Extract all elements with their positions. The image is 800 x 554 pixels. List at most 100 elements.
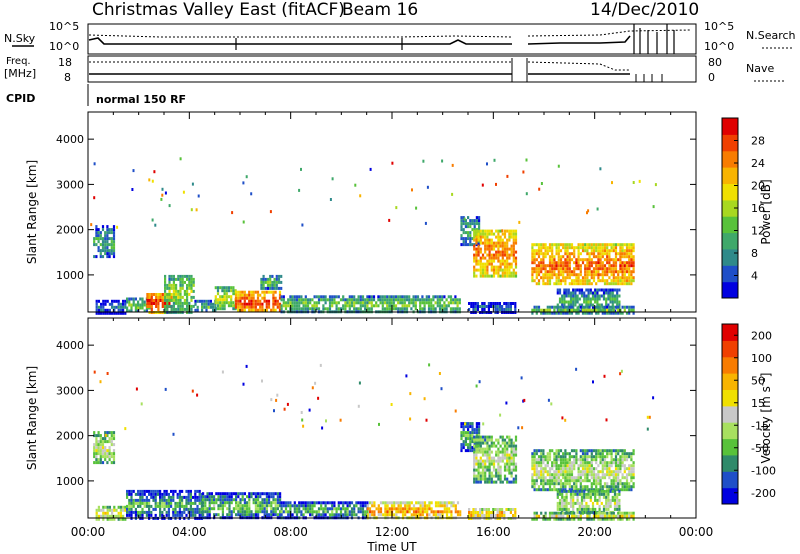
power-cell-11 <box>506 253 509 257</box>
velocity-cell-9 <box>557 470 560 474</box>
power-speck <box>501 229 504 233</box>
velocity-cell-3 <box>217 492 220 496</box>
velocity-cell-10 <box>561 495 564 499</box>
velocity-cell-2 <box>145 510 148 514</box>
velocity-cell-7 <box>481 474 485 478</box>
velocity-cell-4 <box>309 501 312 505</box>
power-cell-1 <box>95 308 98 312</box>
power-cell-3 <box>170 293 173 296</box>
power-cell-11 <box>508 247 511 251</box>
power-cell-13 <box>555 243 558 247</box>
velocity-cell-0 <box>95 446 98 450</box>
power-cell-4 <box>170 307 173 311</box>
velocity-cell-3 <box>268 495 271 499</box>
velocity-cell-7 <box>475 450 478 454</box>
velocity-cell-9 <box>592 488 596 492</box>
power-cell-9 <box>317 298 321 302</box>
power-cell-13 <box>568 246 571 250</box>
power-cell-15 <box>612 308 615 312</box>
power-cell-4 <box>175 289 178 293</box>
power-cell-11 <box>484 244 487 248</box>
power-cell-9 <box>348 304 351 308</box>
power-cell-7 <box>241 308 244 312</box>
velocity-cell-9 <box>555 479 558 483</box>
velocity-cell-3 <box>274 507 277 511</box>
velocity-cell-5 <box>415 501 418 505</box>
power-cell-6 <box>223 289 226 293</box>
power-cell-9 <box>386 295 389 299</box>
velocity-cell-9 <box>570 455 574 459</box>
power-cell-4 <box>175 298 178 302</box>
power-cell-10 <box>471 219 474 223</box>
power-cell-6 <box>216 307 220 311</box>
velocity-cell-9 <box>535 470 538 474</box>
velocity-cell-1 <box>108 508 111 512</box>
power-cell-7 <box>263 293 266 297</box>
power-cell-9 <box>454 298 457 302</box>
velocity-heatmap <box>93 363 655 521</box>
power-cell-13 <box>590 282 593 286</box>
velocity-speck <box>302 424 305 428</box>
power-cell-10 <box>462 228 465 232</box>
power-cell-13 <box>546 264 549 268</box>
velocity-cell-0 <box>93 461 96 465</box>
velocity-cell-5 <box>448 507 451 511</box>
velocity-cell-10 <box>567 501 570 505</box>
power-cell-13 <box>632 279 635 283</box>
velocity-cell-1 <box>104 511 107 515</box>
velocity-cell-10 <box>556 489 559 493</box>
power-cell-14 <box>613 297 617 301</box>
velocity-cell-2 <box>196 498 199 502</box>
power-cell-1 <box>100 308 103 312</box>
power-cell-8 <box>271 286 274 290</box>
power-cell-11 <box>473 268 476 272</box>
velocity-cell-0 <box>110 440 113 444</box>
velocity-cell-3 <box>237 495 240 499</box>
power-cell-13 <box>608 267 611 271</box>
power-cell-13 <box>623 261 626 265</box>
velocity-y-tick-label: 1000 <box>56 475 84 488</box>
power-cell-11 <box>497 259 500 263</box>
velocity-cell-8 <box>468 514 471 517</box>
power-cell-9 <box>430 301 433 305</box>
power-cell-7 <box>267 305 271 309</box>
power-cell-11 <box>488 241 491 245</box>
power-cell-9 <box>280 295 283 299</box>
power-cell-0 <box>112 225 116 229</box>
velocity-cell-9 <box>612 458 615 462</box>
velocity-cell-3 <box>276 507 279 511</box>
power-cell-13 <box>575 279 578 283</box>
velocity-cell-1 <box>113 517 116 521</box>
velocity-cell-5 <box>445 507 449 511</box>
velocity-cell-9 <box>555 467 558 471</box>
power-cell-14 <box>574 297 577 301</box>
velocity-cell-1 <box>117 505 120 509</box>
velocity-cell-3 <box>276 495 279 499</box>
power-cell-14 <box>556 291 559 295</box>
velocity-cell-10 <box>556 492 559 496</box>
power-cell-4 <box>190 274 193 278</box>
velocity-cell-10 <box>616 492 619 496</box>
velocity-cell-9 <box>608 449 611 453</box>
velocity-cell-9 <box>570 479 574 483</box>
power-cell-13 <box>610 246 613 250</box>
power-cell-0 <box>104 231 107 235</box>
power-cell-14 <box>611 294 614 298</box>
power-cell-10 <box>467 231 470 235</box>
velocity-cell-4 <box>346 513 349 517</box>
power-cell-13 <box>595 282 598 286</box>
power-cell-14 <box>572 300 575 304</box>
velocity-cell-2 <box>128 498 131 502</box>
velocity-cell-9 <box>601 488 604 492</box>
power-cell-13 <box>540 261 543 265</box>
power-cell-9 <box>293 298 296 302</box>
velocity-cell-2 <box>161 498 164 502</box>
velocity-cell-1 <box>108 517 111 521</box>
velocity-cell-9 <box>579 488 582 492</box>
power-cell-13 <box>628 246 631 250</box>
power-cell-13 <box>562 255 565 259</box>
power-cell-6 <box>219 304 222 308</box>
velocity-cell-9 <box>566 467 569 471</box>
velocity-cell-9 <box>610 473 613 477</box>
